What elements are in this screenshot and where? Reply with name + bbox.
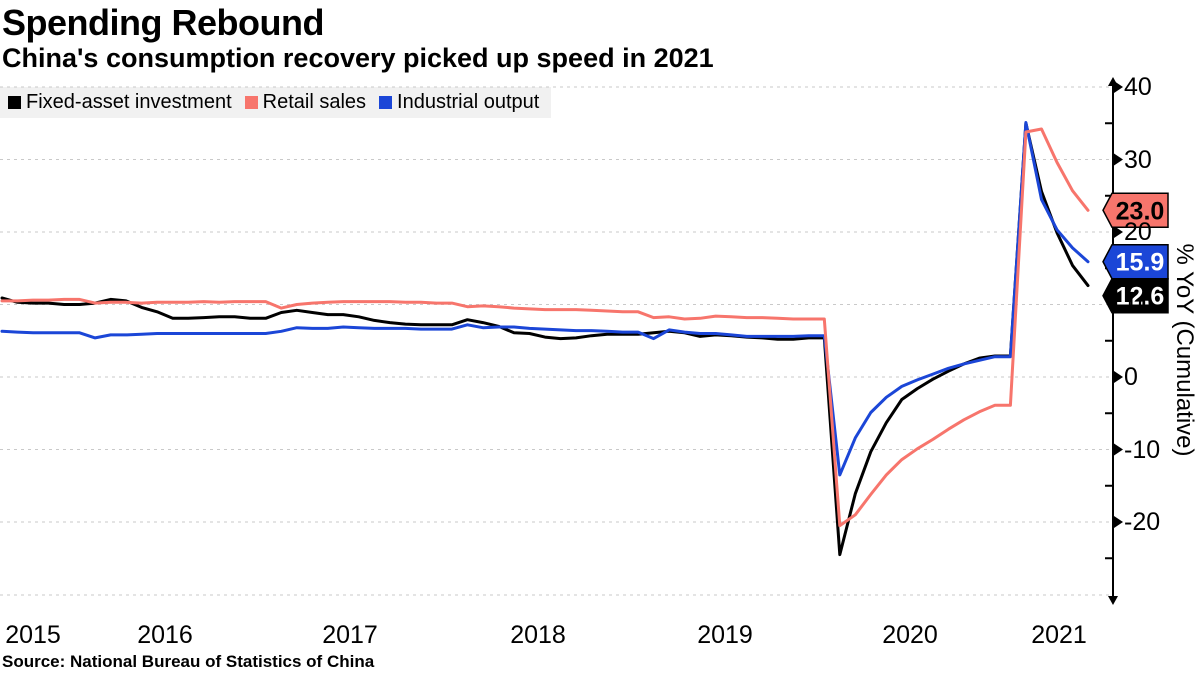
- y-tick-label: 0: [1124, 363, 1138, 391]
- value-badge-retail-sales: [1102, 192, 1169, 228]
- major-tick-icon: [1114, 153, 1123, 166]
- x-tick-label-2017: 2017: [322, 621, 378, 649]
- y-axis-title: % YoY (Cumulative): [1171, 243, 1198, 457]
- x-tick-label-2019: 2019: [697, 621, 753, 649]
- legend-label: Industrial output: [397, 91, 540, 113]
- major-tick-icon: [1114, 516, 1123, 528]
- y-tick-label: 10: [1124, 290, 1152, 319]
- legend-item-industrial-output: Industrial output: [379, 91, 539, 114]
- value-badge-label: 12.6: [1116, 283, 1165, 311]
- major-tick-icon: [1114, 371, 1123, 383]
- chart-subtitle: China's consumption recovery picked up s…: [2, 43, 714, 73]
- x-tick-label-2016: 2016: [137, 621, 193, 649]
- legend-item-fixed-asset-investment: Fixed-asset investment: [8, 91, 232, 114]
- y-tick-label: 20: [1124, 218, 1152, 246]
- legend-swatch-icon: [379, 96, 393, 109]
- legend-label: Retail sales: [262, 91, 367, 113]
- major-tick-icon: [1114, 81, 1123, 93]
- value-badge-label: 15.9: [1116, 249, 1165, 277]
- x-tick-label-2015: 2015: [5, 621, 61, 649]
- x-tick-label-2018: 2018: [510, 621, 566, 649]
- value-badge-fixed-asset-investment: [1102, 277, 1169, 314]
- y-tick-label: 40: [1124, 73, 1152, 101]
- source-note: Source: National Bureau of Statistics of…: [2, 652, 375, 671]
- value-badge-label: 23.0: [1116, 197, 1165, 225]
- series-line-fixed-asset-investment: [0, 121, 1090, 557]
- chart-title: Spending Rebound: [2, 2, 324, 43]
- value-badge-industrial-output: [1102, 243, 1169, 280]
- chart-legend: Fixed-asset investment Retail sales Indust…: [0, 87, 552, 118]
- series-line-industrial-output: [0, 121, 1090, 477]
- major-tick-icon: [1114, 226, 1123, 238]
- legend-item-retail-sales: Retail sales: [244, 91, 367, 114]
- legend-swatch-icon: [244, 96, 258, 109]
- x-tick-label-2020: 2020: [882, 621, 938, 649]
- y-tick-label: -20: [1124, 508, 1161, 536]
- legend-label: Fixed-asset investment: [26, 91, 232, 113]
- series-line-retail-sales: [0, 127, 1090, 528]
- y-tick-label: 30: [1124, 145, 1152, 174]
- x-tick-label-2021: 2021: [1031, 621, 1087, 649]
- major-tick-icon: [1114, 443, 1123, 456]
- axis-arrow-down-icon: [1108, 596, 1118, 605]
- y-tick-label: -10: [1124, 435, 1161, 464]
- legend-swatch-icon: [8, 96, 21, 109]
